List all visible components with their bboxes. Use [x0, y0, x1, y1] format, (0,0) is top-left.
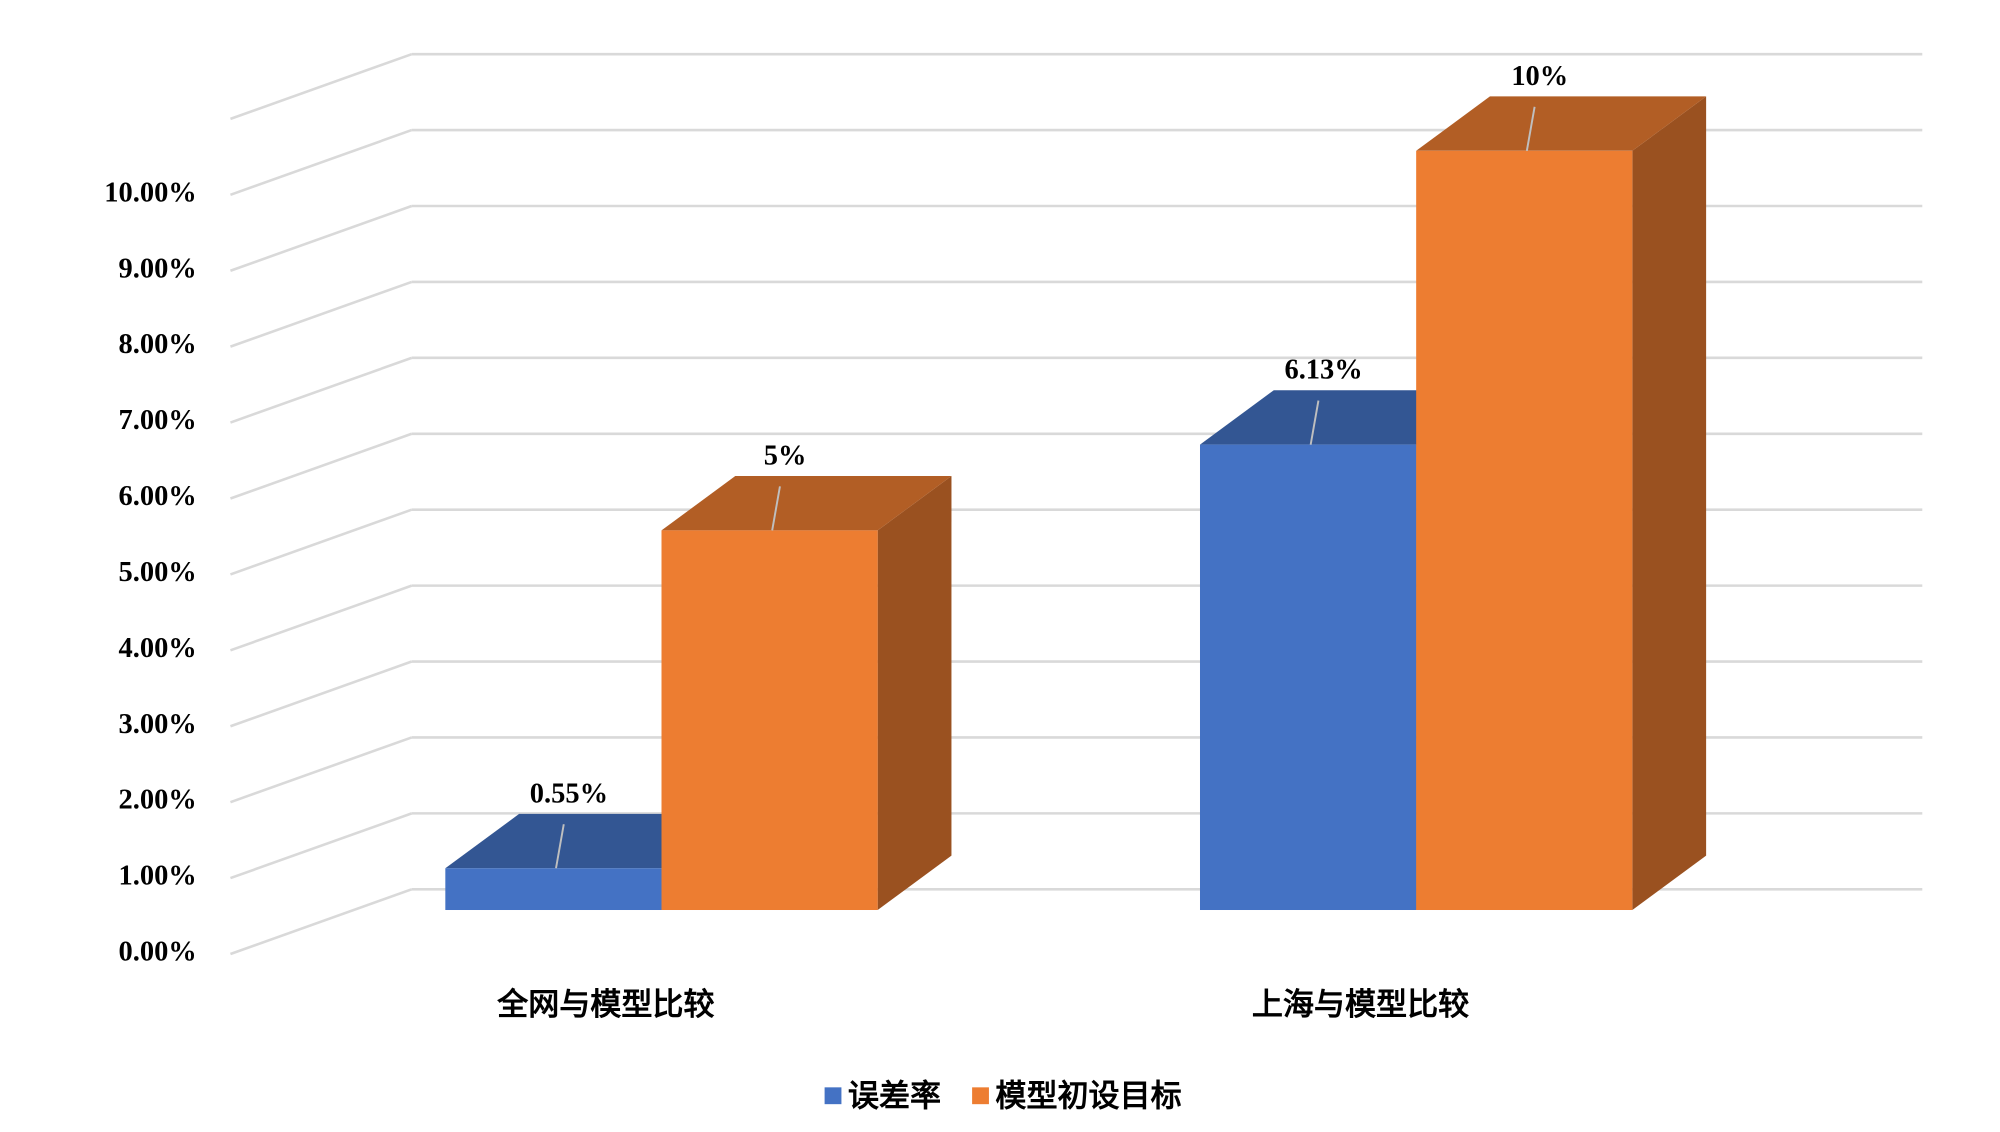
y-tick-label: 2.00%: [118, 785, 196, 816]
y-tick-label: 6.00%: [118, 481, 196, 512]
y-tick-label: 5.00%: [118, 557, 196, 588]
y-tick-label: 3.00%: [118, 709, 196, 740]
grid-line: [230, 356, 413, 424]
value-label: 5%: [764, 440, 807, 471]
bar: 10%: [1416, 61, 1707, 911]
y-tick-label: 7.00%: [118, 405, 196, 436]
y-tick-label: 0.00%: [118, 937, 196, 968]
y-tick-label: 4.00%: [118, 633, 196, 664]
grid-line: [230, 204, 413, 272]
legend-swatch: [824, 1087, 842, 1105]
y-tick-label: 1.00%: [118, 861, 196, 892]
grid-line: [230, 584, 413, 652]
x-tick-label: 上海与模型比较: [1252, 987, 1469, 1023]
bars: 0.55% 5% 6.13% 10%: [445, 61, 1707, 911]
leader-line: [555, 824, 565, 869]
y-tick-label: 8.00%: [118, 329, 196, 360]
grid-line: [230, 660, 413, 728]
grid-line: [230, 888, 413, 956]
value-label: 6.13%: [1284, 355, 1362, 386]
grid-line: [230, 508, 413, 576]
grid-line: [230, 812, 413, 880]
bar: 5%: [661, 440, 952, 911]
value-label: 0.55%: [530, 778, 608, 809]
bar-front: [445, 868, 662, 911]
grid-line: [230, 432, 413, 500]
bar-side: [1632, 96, 1707, 911]
x-tick-label: 全网与模型比较: [496, 987, 714, 1023]
bar-front: [1199, 444, 1417, 911]
legend-swatch: [972, 1087, 989, 1105]
y-tick-label: 10.00%: [104, 177, 197, 208]
leader-line: [1309, 400, 1320, 445]
bar-side: [877, 476, 952, 911]
grid-line: [230, 128, 413, 197]
grid-line: [230, 736, 413, 804]
bar-top: [1416, 96, 1707, 151]
leader-line: [1525, 106, 1536, 151]
bar-front: [1416, 150, 1633, 911]
legend-label: 误差率: [848, 1079, 941, 1115]
legend-label: 模型初设目标: [995, 1079, 1181, 1115]
value-label: 10%: [1511, 61, 1568, 92]
bar-top: [661, 476, 952, 531]
grid-line: [230, 280, 413, 348]
bar-front: [661, 530, 878, 911]
y-tick-label: 9.00%: [118, 253, 196, 284]
wall-edge: [230, 52, 413, 121]
leader-line: [771, 486, 781, 531]
